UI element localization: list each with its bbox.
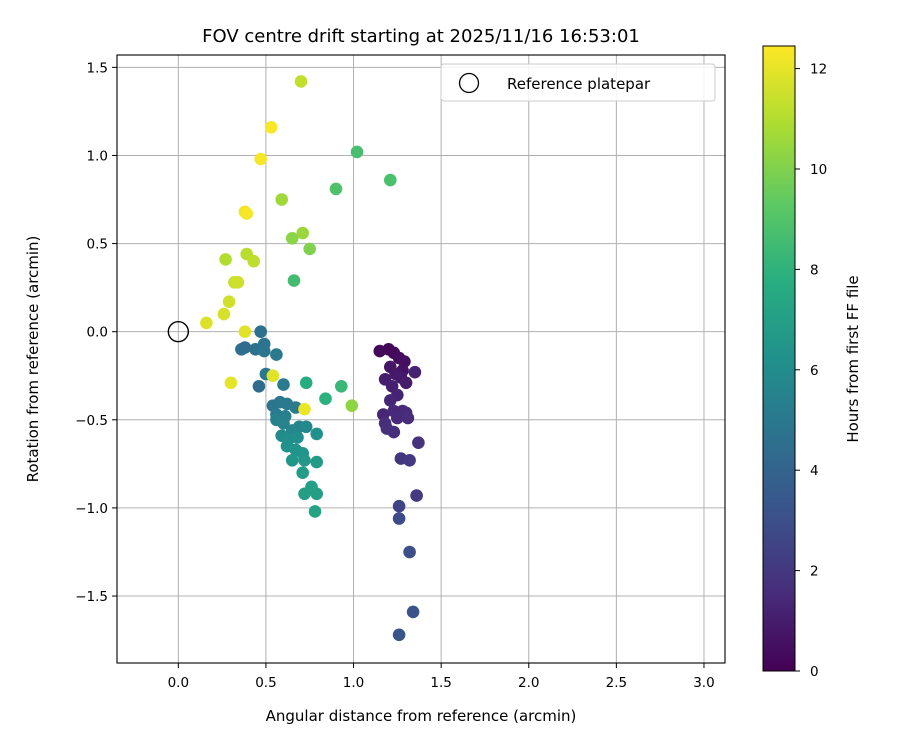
data-point xyxy=(403,545,416,559)
data-point xyxy=(264,121,278,134)
data-point xyxy=(200,316,213,330)
data-point xyxy=(277,417,290,430)
grid xyxy=(117,55,725,663)
data-point xyxy=(399,376,413,390)
data-point xyxy=(401,411,415,425)
scatter-points xyxy=(200,75,425,642)
chart-title: FOV centre drift starting at 2025/11/16 … xyxy=(202,26,640,47)
x-axis-label: Angular distance from reference (arcmin) xyxy=(266,707,577,725)
data-point xyxy=(408,365,422,379)
data-point xyxy=(287,274,301,287)
y-tick-label: 1.5 xyxy=(87,60,108,76)
data-point xyxy=(345,399,359,413)
data-point xyxy=(310,487,324,501)
x-tick-label: 1.0 xyxy=(343,675,364,691)
data-point xyxy=(285,454,299,467)
reference-platepar-point xyxy=(167,320,190,343)
data-point xyxy=(310,427,324,441)
data-point xyxy=(403,454,416,467)
colorbar-tick-label: 12 xyxy=(810,62,827,78)
colorbar-ticks: 0 2 4 6 8 10 12 xyxy=(795,62,827,680)
y-axis-label: Rotation from reference (arcmin) xyxy=(24,236,42,483)
data-point xyxy=(310,455,324,469)
data-point xyxy=(222,295,236,309)
data-point xyxy=(335,380,348,393)
data-point xyxy=(391,411,404,425)
colorbar-tick-label: 4 xyxy=(810,463,819,479)
y-tick-label: −1.0 xyxy=(75,501,108,517)
data-point xyxy=(277,378,290,391)
data-point xyxy=(392,628,406,642)
y-tick-label: 0.0 xyxy=(87,325,108,341)
x-tick-label: 0.0 xyxy=(168,675,189,691)
data-point xyxy=(406,605,420,619)
data-point xyxy=(384,173,397,187)
x-tick-label: 2.5 xyxy=(606,675,627,691)
data-point xyxy=(217,307,231,321)
data-point xyxy=(254,152,267,166)
x-axis-ticks: 0.0 0.5 1.0 1.5 2.0 2.5 3.0 xyxy=(168,663,715,691)
y-tick-label: −0.5 xyxy=(75,413,108,429)
y-tick-label: −1.5 xyxy=(75,589,108,605)
data-point xyxy=(275,193,289,206)
data-point xyxy=(350,145,364,159)
y-tick-label: 0.5 xyxy=(87,237,108,253)
colorbar: 0 2 4 6 8 10 12 Hours from first FF file xyxy=(762,45,862,680)
colorbar-tick-label: 2 xyxy=(810,564,819,580)
data-point xyxy=(231,276,245,289)
data-point xyxy=(238,341,252,354)
data-point xyxy=(387,425,401,439)
data-point xyxy=(319,392,332,406)
data-point xyxy=(299,376,313,390)
data-point xyxy=(254,325,267,339)
data-point xyxy=(303,242,317,256)
data-point xyxy=(252,380,266,393)
data-point xyxy=(296,226,310,240)
data-point xyxy=(296,466,310,480)
data-point xyxy=(329,182,343,196)
x-tick-label: 1.5 xyxy=(430,675,451,691)
data-point xyxy=(238,325,252,339)
data-point xyxy=(294,75,308,88)
legend-label: Reference platepar xyxy=(507,75,651,93)
legend: Reference platepar xyxy=(440,63,716,102)
data-point xyxy=(299,420,313,434)
data-point xyxy=(373,344,387,358)
x-tick-label: 0.5 xyxy=(255,675,276,691)
data-point xyxy=(412,436,425,450)
data-point xyxy=(224,376,238,390)
colorbar-tick-label: 10 xyxy=(810,162,827,178)
colorbar-tick-label: 8 xyxy=(810,262,819,278)
data-point xyxy=(291,431,304,444)
plot-frame xyxy=(116,54,726,664)
data-point xyxy=(270,348,283,361)
data-point xyxy=(257,344,271,358)
data-point xyxy=(392,512,406,525)
data-point xyxy=(392,499,406,513)
data-point xyxy=(384,394,397,407)
data-point xyxy=(240,207,253,220)
legend-box xyxy=(440,63,716,102)
data-point xyxy=(410,489,423,502)
colorbar-gradient xyxy=(762,45,796,672)
data-point xyxy=(266,369,280,383)
data-point xyxy=(285,232,299,245)
x-tick-label: 3.0 xyxy=(693,675,714,691)
colorbar-tick-label: 6 xyxy=(810,363,819,379)
data-point xyxy=(298,402,311,416)
colorbar-label: Hours from first FF file xyxy=(844,275,862,442)
data-point xyxy=(298,487,311,501)
y-axis-ticks: −1.5 −1.0 −0.5 0.0 0.5 1.0 1.5 xyxy=(75,60,117,605)
data-point xyxy=(219,253,232,266)
y-tick-label: 1.0 xyxy=(87,148,108,164)
data-point xyxy=(247,254,260,268)
reference-marker xyxy=(167,320,190,343)
data-point xyxy=(308,505,322,518)
colorbar-tick-label: 0 xyxy=(810,664,819,680)
data-point xyxy=(298,454,311,467)
x-tick-label: 2.0 xyxy=(518,675,539,691)
legend-marker-icon xyxy=(458,72,480,94)
